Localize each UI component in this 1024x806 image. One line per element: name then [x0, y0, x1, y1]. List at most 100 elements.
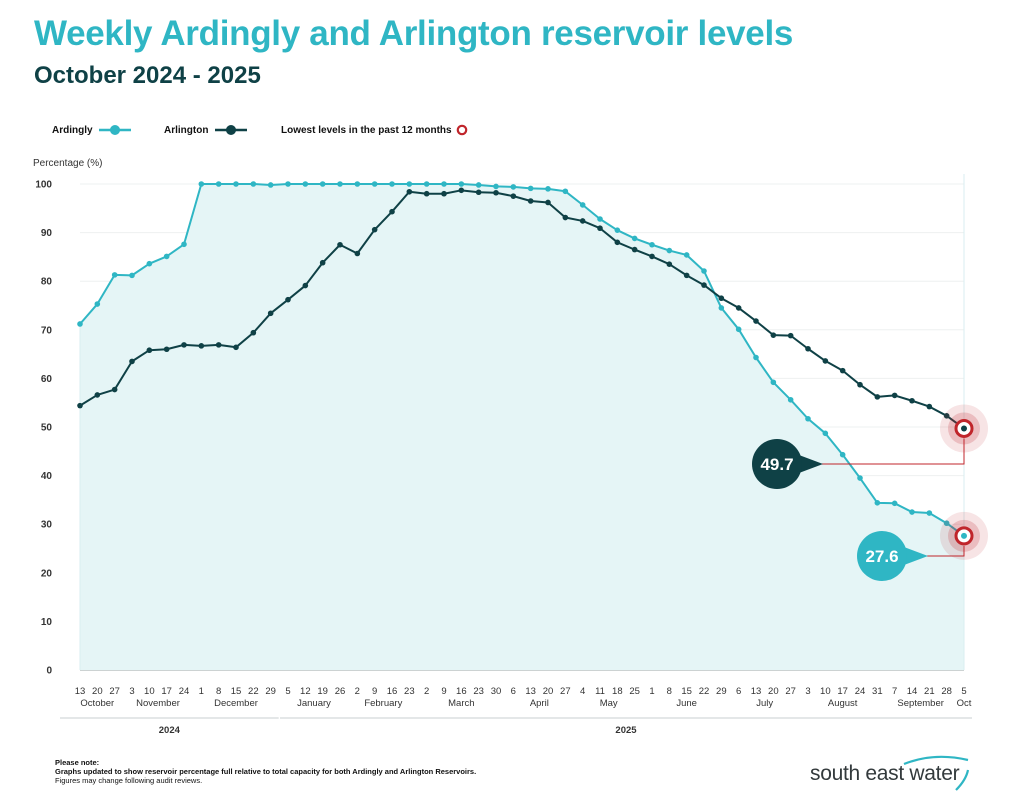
- x-tick-label: 20: [92, 686, 103, 697]
- y-tick-label: 90: [41, 228, 53, 239]
- x-month-label: January: [297, 698, 331, 709]
- ardingly-point: [493, 183, 499, 190]
- legend-lowest-label: Lowest levels in the past 12 months: [281, 125, 452, 136]
- y-tick-label: 30: [41, 520, 53, 531]
- x-tick-label: 14: [907, 686, 918, 697]
- x-tick-label: 6: [736, 686, 741, 697]
- x-tick-label: 29: [265, 686, 276, 697]
- arlington-point: [666, 261, 673, 267]
- ardingly-point: [718, 305, 725, 311]
- arlington-point: [891, 392, 898, 399]
- x-tick-label: 16: [456, 686, 467, 697]
- ardingly-point: [319, 181, 326, 187]
- arlington-point: [649, 253, 655, 260]
- x-tick-label: 16: [387, 686, 398, 697]
- ardingly-point: [354, 181, 361, 187]
- x-month-label: March: [448, 698, 474, 709]
- x-tick-label: 20: [768, 686, 779, 697]
- year-label: 2024: [159, 725, 181, 736]
- ardingly-point: [631, 235, 638, 242]
- ardingly-point: [562, 188, 569, 195]
- ardingly-point: [111, 272, 118, 278]
- ardingly-point: [926, 510, 933, 516]
- x-tick-label: 3: [805, 686, 810, 697]
- ardingly-point: [805, 415, 811, 422]
- arlington-point: [753, 318, 759, 324]
- x-tick-label: 10: [820, 686, 831, 697]
- arlington-point: [527, 198, 534, 204]
- arlington-point: [683, 272, 690, 279]
- y-tick-label: 20: [41, 568, 53, 579]
- arlington-point: [701, 282, 707, 288]
- x-tick-label: 23: [473, 686, 484, 697]
- x-tick-label: 12: [300, 686, 311, 697]
- x-tick-label: 30: [491, 686, 502, 697]
- arlington-lowest-leader: [817, 438, 965, 465]
- arlington-point: [302, 282, 309, 289]
- x-month-label: July: [756, 698, 773, 709]
- x-tick-label: 2: [424, 686, 429, 697]
- ardingly-point: [285, 181, 291, 187]
- legend-lowest-target-icon: [456, 124, 468, 136]
- ardingly-point: [94, 301, 101, 307]
- ardingly-point: [302, 181, 309, 187]
- ardingly-point: [597, 216, 603, 222]
- x-tick-label: 13: [525, 686, 536, 697]
- arlington-point: [458, 187, 465, 194]
- legend-ardingly-marker: [110, 125, 120, 135]
- ardingly-point: [406, 181, 413, 187]
- x-tick-label: 5: [285, 686, 290, 697]
- arlington-point: [787, 332, 794, 339]
- ardingly-point: [458, 181, 465, 187]
- x-tick-label: 23: [404, 686, 415, 697]
- ardingly-point: [787, 396, 794, 403]
- x-tick-label: 28: [941, 686, 952, 697]
- x-tick-label: 15: [231, 686, 242, 697]
- ardingly-point: [822, 430, 829, 437]
- arlington-point: [267, 310, 274, 317]
- ardingly-point: [909, 509, 915, 515]
- arlington-point: [510, 193, 517, 199]
- ardingly-point: [735, 326, 742, 333]
- arlington-line: [79, 189, 965, 430]
- legend-ardingly-label: Ardingly: [52, 125, 93, 136]
- x-tick-label: 19: [317, 686, 328, 697]
- ardingly-point: [475, 182, 482, 188]
- arlington-lowest-point: [961, 425, 967, 432]
- arlington-point: [475, 189, 482, 196]
- ardingly-point: [337, 181, 343, 187]
- arlington-point: [735, 305, 742, 311]
- chart-legend: Ardingly Arlington Lowest levels in the …: [52, 124, 468, 136]
- arlington-point: [337, 241, 343, 248]
- footnote: Please note: Graphs updated to show rese…: [55, 758, 476, 785]
- ardingly-point: [389, 181, 395, 187]
- arlington-point: [909, 397, 915, 404]
- x-tick-label: 24: [855, 686, 866, 697]
- ardingly-point: [943, 520, 950, 527]
- x-tick-label: 9: [441, 686, 446, 697]
- x-tick-label: 21: [924, 686, 935, 697]
- ardingly-callout-pointer: [904, 547, 928, 565]
- arlington-point: [805, 345, 811, 352]
- ardingly-point: [527, 185, 534, 192]
- arlington-point: [111, 386, 118, 393]
- ardingly-point: [614, 227, 621, 233]
- x-tick-label: 18: [612, 686, 623, 697]
- x-month-label: October: [80, 698, 114, 709]
- arlington-point: [371, 226, 378, 233]
- y-tick-label: 0: [46, 666, 52, 677]
- legend-arlington-marker: [226, 125, 236, 135]
- y-axis-label: Percentage (%): [33, 158, 102, 169]
- ardingly-point: [753, 354, 759, 361]
- ardingly-callout-bubble: [857, 531, 907, 581]
- arlington-point: [319, 259, 326, 266]
- x-tick-label: 26: [335, 686, 346, 697]
- arlington-point: [406, 188, 413, 195]
- x-tick-label: 2: [355, 686, 360, 697]
- arlington-point: [146, 347, 153, 354]
- arlington-point: [285, 296, 291, 303]
- ardingly-point: [233, 181, 239, 187]
- year-label: 2025: [615, 725, 637, 736]
- x-tick-label: 13: [751, 686, 762, 697]
